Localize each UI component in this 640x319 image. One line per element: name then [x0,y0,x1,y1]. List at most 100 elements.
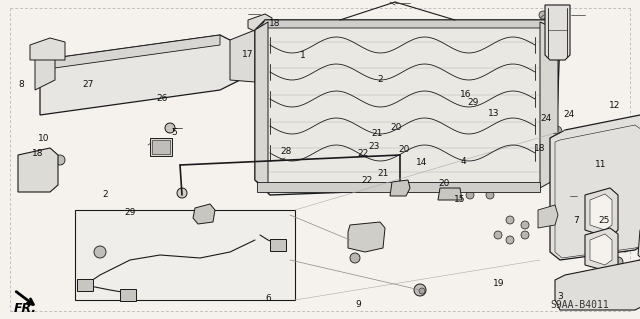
Circle shape [600,230,610,240]
Text: 1: 1 [300,51,305,60]
Polygon shape [18,148,58,192]
Circle shape [506,181,514,189]
Circle shape [564,135,572,142]
Text: 14: 14 [416,158,428,167]
Text: 22: 22 [362,176,373,185]
Text: 23: 23 [368,142,380,151]
Circle shape [160,75,170,85]
Polygon shape [248,14,272,36]
Circle shape [575,150,585,160]
Text: 3: 3 [557,292,563,301]
Polygon shape [540,22,558,188]
Bar [152,140,170,154]
Circle shape [177,188,187,198]
Bar [150,138,172,156]
Circle shape [70,78,80,88]
Polygon shape [35,45,55,90]
Circle shape [419,288,425,294]
Circle shape [506,216,514,224]
Text: 13: 13 [488,109,499,118]
Circle shape [190,74,200,84]
Polygon shape [230,30,270,82]
Circle shape [621,244,629,252]
Circle shape [616,196,624,204]
Circle shape [554,145,561,152]
Circle shape [539,41,547,49]
Circle shape [539,131,547,139]
Circle shape [600,205,610,215]
Polygon shape [545,5,570,60]
Text: 17: 17 [242,50,253,59]
Text: 2: 2 [102,190,108,199]
Circle shape [486,181,494,189]
Circle shape [605,270,615,280]
Text: 16: 16 [460,90,471,99]
Circle shape [395,178,405,188]
Circle shape [466,191,474,199]
Circle shape [600,175,610,185]
Text: 18: 18 [534,144,546,153]
Circle shape [575,190,585,200]
Circle shape [486,191,494,199]
Circle shape [350,253,360,263]
Text: 21: 21 [378,169,389,178]
Polygon shape [40,35,240,115]
Text: 15: 15 [454,195,466,204]
Circle shape [521,221,529,229]
Text: 6: 6 [266,294,271,303]
Bar [75,210,295,300]
Text: 5: 5 [172,128,177,137]
Circle shape [506,236,514,244]
Circle shape [466,181,474,189]
Circle shape [539,161,547,169]
Text: 29: 29 [467,98,479,107]
Text: FR.: FR. [14,301,37,315]
Circle shape [539,11,547,19]
Text: 9: 9 [355,300,361,309]
Circle shape [600,145,610,155]
Polygon shape [30,38,65,60]
Circle shape [613,257,623,267]
Polygon shape [390,180,410,196]
Polygon shape [585,188,618,238]
Circle shape [100,77,110,87]
Text: 27: 27 [82,80,93,89]
Text: 24: 24 [563,110,575,119]
Text: 11: 11 [595,160,607,169]
Polygon shape [40,35,220,70]
Text: 20: 20 [438,179,450,188]
Bar [22,158,52,186]
Polygon shape [538,205,558,228]
Polygon shape [270,239,286,251]
Polygon shape [255,22,268,190]
Text: 21: 21 [371,130,383,138]
Circle shape [261,21,269,29]
Text: 24: 24 [541,114,552,122]
Circle shape [575,180,585,190]
Text: 10: 10 [38,134,50,143]
Circle shape [575,210,585,220]
Circle shape [130,76,140,86]
Circle shape [611,244,619,252]
Polygon shape [555,260,640,310]
Circle shape [55,155,65,165]
Circle shape [554,127,561,133]
Circle shape [165,123,175,133]
Polygon shape [193,204,215,224]
Text: 29: 29 [125,208,136,217]
Text: 20: 20 [398,145,410,154]
Text: 7: 7 [573,216,579,225]
Polygon shape [638,225,640,262]
Polygon shape [120,289,136,301]
Circle shape [94,246,106,258]
Text: 4: 4 [461,157,467,166]
Text: 20: 20 [390,123,402,132]
Text: 12: 12 [609,101,621,110]
Polygon shape [585,228,618,272]
Circle shape [494,231,502,239]
Circle shape [539,71,547,79]
Polygon shape [438,188,462,200]
Text: 18: 18 [269,19,280,28]
Polygon shape [590,194,612,230]
Text: 22: 22 [357,149,369,158]
